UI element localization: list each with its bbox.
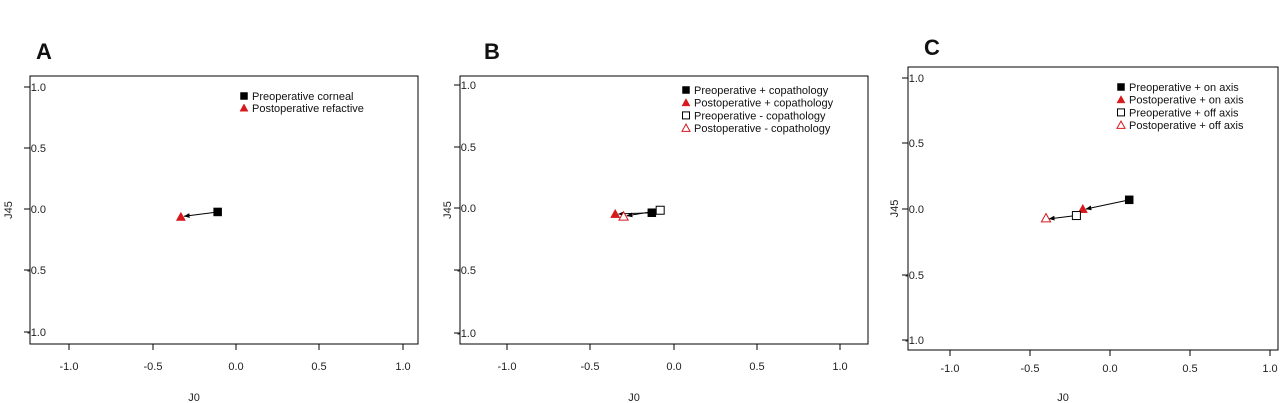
- legend-marker: [681, 98, 691, 107]
- y-tick-label: -1.0: [27, 327, 46, 339]
- x-tick-label: 0.0: [228, 361, 243, 373]
- chart-panel-a: A -1.0 -0.5 0.0 0.5 1.0 -1.0 -0.5 0.0 0.5 1.0 J0 J45…: [3, 39, 419, 403]
- y-tick-label: 0.0: [909, 204, 924, 216]
- legend-label: Preoperative + on axis: [1129, 82, 1239, 94]
- legend-label: Preoperative + off axis: [1129, 107, 1239, 119]
- legend-label: Postoperative + copathology: [694, 98, 834, 110]
- data-point: [618, 210, 629, 221]
- panel-letter: C: [924, 35, 940, 60]
- y-tick-label: 0.5: [909, 138, 924, 150]
- panel-letter: A: [36, 39, 52, 64]
- y-axis-label: J45: [889, 200, 901, 218]
- y-tick-label: 0.0: [461, 203, 476, 215]
- x-tick-label: 0.0: [666, 361, 681, 373]
- x-tick-label: 1.0: [832, 361, 847, 373]
- legend-marker: [240, 92, 248, 100]
- x-tick-label: -1.0: [498, 361, 517, 373]
- plot-frame: [29, 75, 419, 345]
- data-point: [1124, 195, 1134, 205]
- legend-label: Postoperative + on axis: [1129, 95, 1244, 107]
- y-tick-label: 0.0: [31, 204, 46, 216]
- legend-marker: [682, 111, 690, 120]
- legend-label: Preoperative - copathology: [694, 110, 826, 122]
- x-tick-label: 1.0: [395, 361, 410, 373]
- chart-panel-b: B -1.0 -0.5 0.0 0.5 1.0 -1.0 -0.5 0.0 0.5 1.0 J0 J45…: [442, 39, 869, 403]
- y-tick-label: -0.5: [905, 270, 924, 282]
- y-tick-label: 1.0: [909, 73, 924, 85]
- legend-label: Preoperative corneal: [252, 91, 354, 103]
- panel-letter: B: [484, 39, 500, 64]
- legend-marker: [239, 103, 249, 112]
- x-tick-label: 0.5: [1182, 363, 1197, 375]
- shift-arrow: [183, 211, 218, 218]
- legend-label: Postoperative refactive: [252, 103, 364, 115]
- y-axis-label: J45: [442, 201, 454, 219]
- shift-arrow: [1048, 215, 1077, 221]
- data-point: [647, 208, 657, 217]
- data-point: [1077, 203, 1088, 213]
- data-point: [1040, 212, 1052, 223]
- x-axis-label: J0: [1057, 392, 1069, 403]
- x-tick-label: -0.5: [144, 361, 163, 373]
- y-tick-label: 1.0: [31, 82, 46, 94]
- chart-panel-c: C -1.0 -0.5 0.0 0.5 1.0 -1.0 -0.5 0.0 0.5 1.0 J0 J45…: [889, 35, 1279, 403]
- legend-label: Postoperative + off axis: [1129, 120, 1244, 132]
- x-axis-label: J0: [188, 392, 200, 403]
- y-tick-label: 1.0: [461, 80, 476, 92]
- y-tick-label: -1.0: [457, 328, 476, 340]
- data-point: [175, 211, 186, 221]
- data-point: [1071, 211, 1081, 221]
- legend-marker: [1117, 108, 1125, 117]
- x-tick-label: 0.5: [749, 361, 764, 373]
- x-tick-label: 0.0: [1102, 363, 1117, 375]
- legend: Preoperative + copathologyPostoperative …: [681, 85, 834, 135]
- data-point: [655, 205, 665, 215]
- x-tick-label: 1.0: [1262, 363, 1277, 375]
- legend-marker: [681, 123, 691, 132]
- legend-label: Postoperative - copathology: [694, 123, 831, 135]
- y-tick-label: 0.5: [461, 142, 476, 154]
- y-tick-label: -0.5: [27, 265, 46, 277]
- x-axis-label: J0: [628, 392, 640, 403]
- legend-marker: [682, 86, 690, 94]
- x-tick-label: -0.5: [1021, 363, 1040, 375]
- y-tick-label: -0.5: [457, 265, 476, 277]
- legend-marker: [1116, 120, 1126, 129]
- y-tick-label: -1.0: [905, 335, 924, 347]
- legend-marker: [1116, 95, 1126, 104]
- x-tick-label: 0.5: [311, 361, 326, 373]
- plot-frame: [459, 75, 869, 345]
- x-tick-label: -1.0: [60, 361, 79, 373]
- legend-marker: [1117, 83, 1125, 91]
- y-tick-label: 0.5: [31, 143, 46, 155]
- data-point: [213, 207, 222, 217]
- y-axis-label: J45: [3, 201, 15, 219]
- x-tick-label: -1.0: [941, 363, 960, 375]
- shift-arrow: [1085, 199, 1130, 211]
- data-point: [610, 208, 621, 218]
- legend-label: Preoperative + copathology: [694, 85, 829, 97]
- x-tick-label: -0.5: [581, 361, 600, 373]
